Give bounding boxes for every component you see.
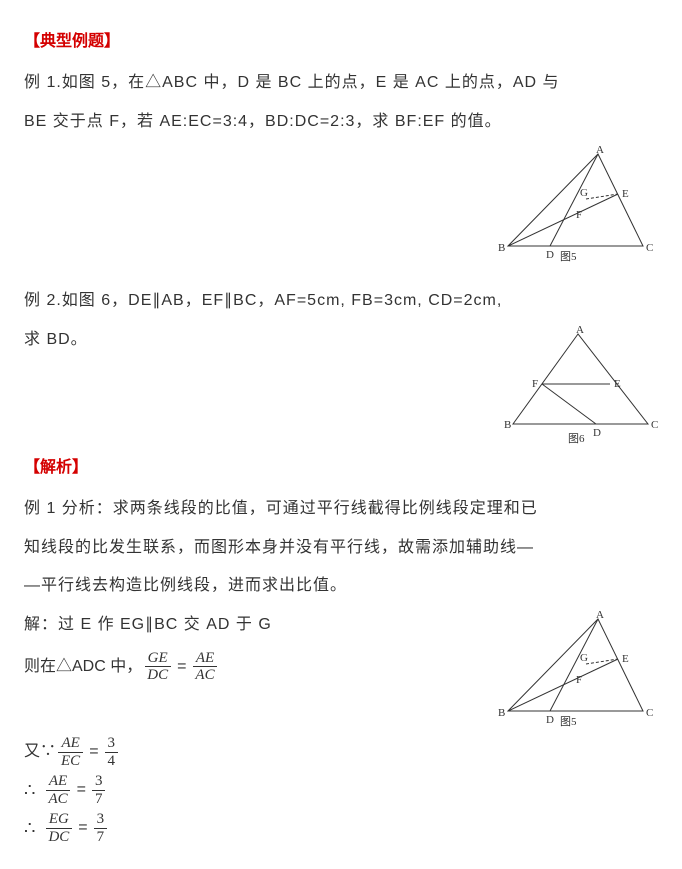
fig5-A: A (596, 146, 604, 156)
therefore-2: ∴ (24, 812, 35, 844)
sol2-prefix: 则在△ADC 中， (24, 653, 142, 682)
fig5-B: B (498, 242, 505, 254)
fig6-A: A (576, 326, 584, 336)
fig5b-D: D (546, 714, 554, 726)
fig6-C: C (651, 419, 658, 431)
equals: = (77, 776, 86, 805)
frac-ae-ac-2: AE AC (45, 773, 70, 807)
solution-line4: ∴ AE AC = 3 7 (24, 773, 658, 807)
fig5-label: 图5 (560, 250, 577, 263)
fig6-E: E (614, 378, 621, 390)
figure6-container: A B C D E F 图6 (498, 326, 658, 457)
figure6-svg: A B C D E F 图6 (498, 326, 658, 446)
num: EG (46, 811, 72, 829)
fig5-C: C (646, 242, 653, 254)
den: DC (45, 829, 72, 846)
frac-ae-ac: AE AC (192, 650, 217, 684)
figure5-container: A B C D E F G 图5 (24, 146, 658, 277)
frac-3-7: 3 7 (92, 773, 106, 807)
num: AE (46, 773, 70, 791)
num: 3 (92, 773, 106, 791)
frac-ge-dc: GE DC (144, 650, 171, 684)
den: AC (192, 667, 217, 684)
fig5b-B: B (498, 707, 505, 719)
fig5b-A: A (596, 611, 604, 621)
fig5b-F: F (576, 674, 582, 686)
num: AE (58, 735, 82, 753)
frac-ae-ec: AE EC (58, 735, 83, 769)
sol3-prefix: 又∵ (24, 738, 56, 767)
example1-line1: 例 1.如图 5，在△ABC 中，D 是 BC 上的点，E 是 AC 上的点，A… (24, 69, 658, 98)
fig5-D: D (546, 249, 554, 261)
den: 7 (92, 791, 106, 808)
solution-line5: ∴ EG DC = 3 7 (24, 811, 658, 845)
fig6-label: 图6 (568, 432, 585, 445)
fig5b-E: E (622, 653, 629, 665)
fig6-F: F (532, 378, 538, 390)
num: 3 (105, 735, 119, 753)
therefore-1: ∴ (24, 774, 35, 806)
example2-line1: 例 2.如图 6，DE∥AB，EF∥BC，AF=5cm, FB=3cm, CD=… (24, 287, 658, 316)
den: AC (45, 791, 70, 808)
den: EC (58, 753, 83, 770)
fig5b-label: 图5 (560, 715, 577, 728)
num: 3 (94, 811, 108, 829)
figure5b-container: A B C D E F G 图5 (488, 611, 658, 742)
num: GE (145, 650, 171, 668)
equals: = (89, 738, 98, 767)
frac-3-4: 3 4 (105, 735, 119, 769)
fig6-B: B (504, 419, 511, 431)
fig5-F: F (576, 209, 582, 221)
fig5-G: G (580, 187, 588, 199)
example1-line2: BE 交于点 F，若 AE:EC=3:4，BD:DC=2:3，求 BF:EF 的… (24, 108, 658, 137)
header-analysis: 【解析】 (24, 454, 658, 483)
figure5-svg: A B C D E F G 图5 (488, 146, 658, 266)
equals: = (78, 814, 87, 843)
den: 7 (94, 829, 108, 846)
figure5b-svg: A B C D E F G 图5 (488, 611, 658, 731)
frac-3-7-b: 3 7 (94, 811, 108, 845)
num: AE (193, 650, 217, 668)
fig5-E: E (622, 188, 629, 200)
analysis1-line1: 例 1 分析：求两条线段的比值，可通过平行线截得比例线段定理和已 (24, 495, 658, 524)
fig6-D: D (593, 427, 601, 439)
den: DC (144, 667, 171, 684)
fig5b-C: C (646, 707, 653, 719)
fig5b-G: G (580, 652, 588, 664)
frac-eg-dc: EG DC (45, 811, 72, 845)
den: 4 (105, 753, 119, 770)
header-examples: 【典型例题】 (24, 28, 658, 57)
analysis1-line2: 知线段的比发生联系，而图形本身并没有平行线，故需添加辅助线— (24, 534, 658, 563)
analysis1-line3: —平行线去构造比例线段，进而求出比值。 (24, 572, 658, 601)
equals: = (177, 653, 186, 682)
